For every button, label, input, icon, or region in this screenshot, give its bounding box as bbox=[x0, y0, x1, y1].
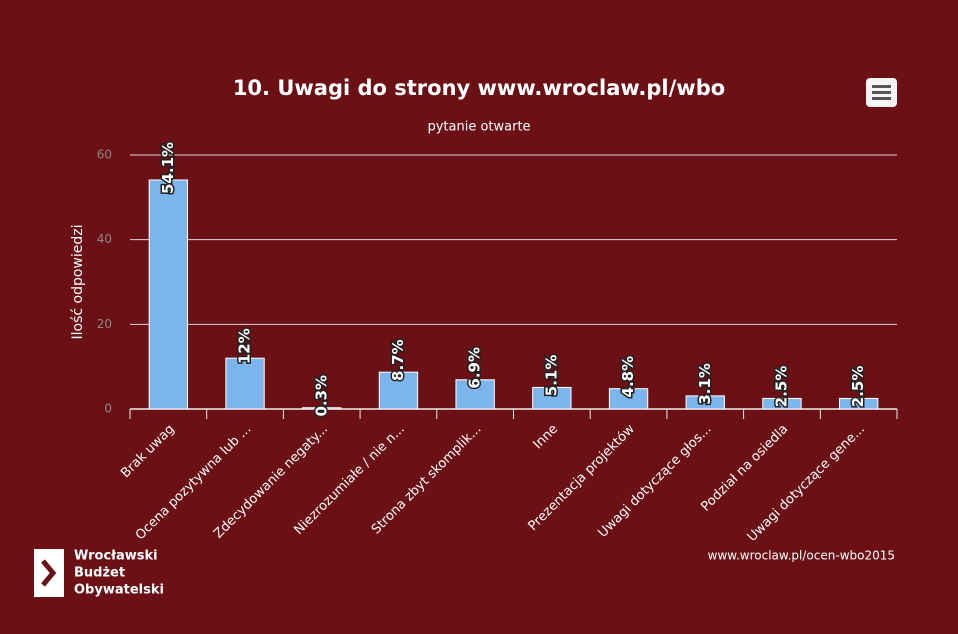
menu-icon[interactable] bbox=[872, 91, 891, 94]
logo-text: Obywatelski bbox=[74, 583, 164, 598]
logo-icon bbox=[41, 559, 57, 587]
bar bbox=[302, 407, 342, 410]
value-label: 4.8% bbox=[619, 356, 637, 398]
y-tick-label: 20 bbox=[97, 317, 112, 331]
bar bbox=[455, 379, 495, 410]
bar bbox=[685, 395, 725, 410]
logo-text: Budżet bbox=[74, 566, 125, 581]
chart-subtitle: pytanie otwarte bbox=[427, 120, 530, 135]
bar bbox=[762, 397, 802, 410]
value-label: 12% bbox=[236, 328, 254, 364]
y-tick-label: 60 bbox=[97, 148, 112, 162]
value-label: 6.9% bbox=[466, 347, 484, 389]
bar bbox=[378, 371, 419, 410]
value-label: 54.1% bbox=[159, 142, 177, 194]
bar bbox=[532, 386, 572, 410]
value-label: 8.7% bbox=[389, 339, 407, 381]
value-label: 2.5% bbox=[849, 366, 867, 408]
menu-button[interactable] bbox=[866, 78, 897, 107]
bar bbox=[225, 357, 265, 410]
value-label: 0.3% bbox=[312, 375, 330, 417]
menu-icon[interactable] bbox=[872, 97, 891, 100]
bar bbox=[608, 388, 649, 410]
menu-icon[interactable] bbox=[872, 85, 891, 88]
value-label: 2.5% bbox=[772, 366, 790, 408]
y-tick-label: 40 bbox=[97, 232, 112, 246]
bar bbox=[148, 179, 189, 410]
value-label: 5.1% bbox=[542, 355, 560, 397]
credit: www.wroclaw.pl/ocen-wbo2015 bbox=[708, 549, 895, 563]
bar bbox=[838, 397, 879, 410]
logo-box bbox=[34, 549, 64, 597]
value-label: 3.1% bbox=[696, 363, 714, 405]
y-tick-label: 0 bbox=[104, 402, 112, 416]
logo-text: Wrocławski bbox=[74, 549, 158, 564]
y-axis-label: Ilość odpowiedzi bbox=[70, 224, 86, 339]
chart-title: 10. Uwagi do strony www.wroclaw.pl/wbo bbox=[233, 76, 725, 100]
